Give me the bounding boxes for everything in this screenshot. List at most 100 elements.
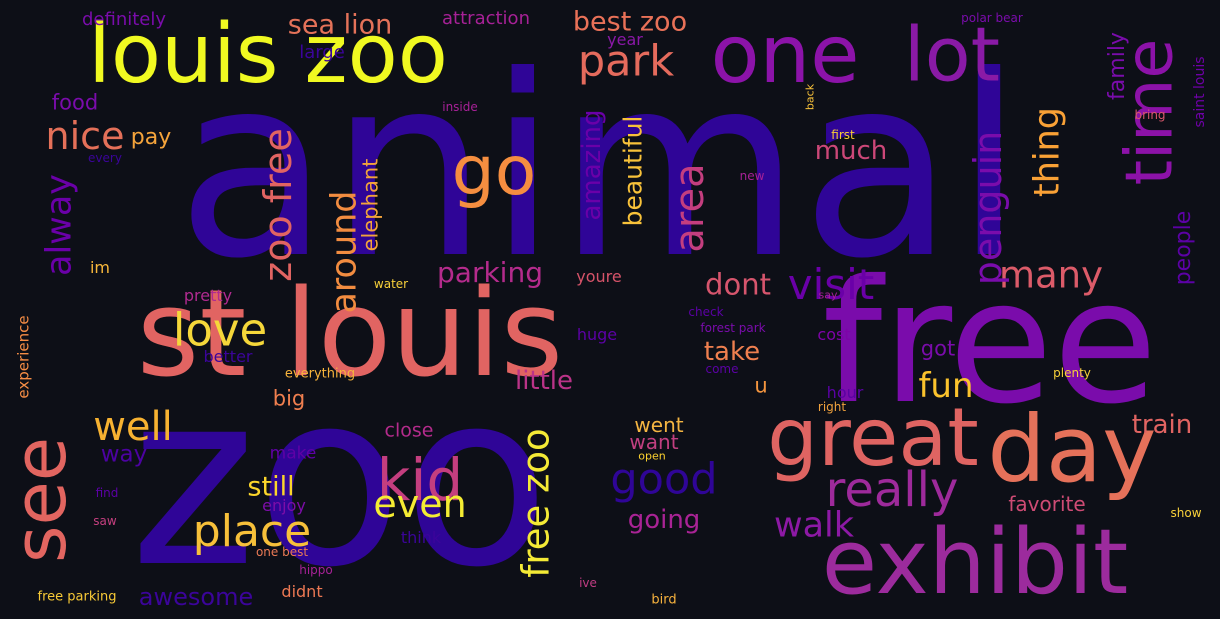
word-want: want — [629, 430, 679, 454]
word-saw: saw — [93, 514, 117, 528]
word-show: show — [1170, 506, 1202, 520]
word-walk: walk — [773, 505, 855, 546]
word-free-zoo: free zoo — [514, 428, 558, 578]
word-visit: visit — [787, 260, 875, 309]
word-pretty: pretty — [183, 286, 233, 305]
word-right: right — [817, 400, 847, 414]
word-favorite: favorite — [1008, 492, 1086, 516]
word-kid: kid — [376, 446, 464, 514]
word-see: see — [0, 436, 82, 564]
word-hour: hour — [826, 383, 864, 402]
word-come: come — [705, 362, 739, 376]
word-big: big — [272, 386, 306, 411]
word-amazing: amazing — [577, 109, 607, 221]
word-way: way — [100, 441, 148, 468]
word-day: day — [987, 396, 1157, 503]
word-year: year — [607, 30, 643, 49]
word-train: train — [1131, 410, 1193, 440]
word-hippo: hippo — [299, 563, 333, 577]
word-zoo-free: zoo free — [256, 128, 300, 282]
word-sea-lion: sea lion — [287, 9, 393, 41]
word-well: well — [93, 404, 173, 450]
word-free: free — [822, 244, 1158, 442]
word-say: say — [818, 288, 838, 302]
word-really: really — [825, 462, 959, 518]
word-food: food — [51, 90, 99, 115]
word-think: think — [400, 528, 442, 547]
word-first: first — [831, 128, 855, 142]
word-cost: cost — [817, 325, 851, 344]
word-large: large — [299, 42, 345, 63]
word-definitely: definitely — [81, 9, 167, 30]
word-louis-zoo: louis zoo — [88, 7, 448, 102]
word-back: back — [803, 83, 817, 111]
word-exhibit: exhibit — [821, 510, 1129, 615]
word-family: family — [1105, 32, 1130, 100]
word-free-parking: free parking — [37, 589, 117, 605]
word-enjoy: enjoy — [262, 496, 306, 515]
word-forest-park: forest park — [700, 321, 766, 335]
word-close: close — [384, 419, 434, 442]
word-every: every — [88, 151, 122, 165]
word-penguin: penguin — [966, 130, 1010, 286]
word-place: place — [192, 506, 312, 557]
word-attraction: attraction — [442, 8, 530, 29]
word-take: take — [703, 337, 761, 367]
word-nice: nice — [45, 114, 125, 158]
word-elephant: elephant — [358, 158, 383, 252]
word-parking: parking — [437, 256, 543, 289]
word-st-louis: st louis — [136, 265, 564, 404]
word-inside: inside — [442, 100, 478, 114]
word-dont: dont — [705, 267, 771, 302]
word-park: park — [577, 36, 675, 87]
word-saint-louis: saint louis — [1192, 56, 1208, 128]
word-around: around — [324, 190, 365, 314]
word-youre: youre — [576, 267, 622, 286]
word-fun: fun — [918, 366, 974, 406]
word-little: little — [514, 366, 574, 396]
word-went: went — [634, 413, 684, 437]
word-one-best: one best — [255, 545, 309, 559]
word-much: much — [814, 136, 888, 166]
word-beautiful: beautiful — [618, 115, 648, 227]
word-experience: experience — [14, 315, 33, 399]
word-huge: huge — [576, 325, 618, 344]
word-even: even — [373, 482, 467, 526]
word-many: many — [998, 253, 1104, 297]
word-bring: bring — [1134, 108, 1166, 122]
word-check: check — [688, 305, 724, 319]
word-good: good — [610, 454, 718, 505]
word-water: water — [373, 277, 409, 291]
word-love: love — [172, 303, 268, 357]
word-find: find — [95, 486, 119, 500]
word-great: great — [767, 391, 979, 484]
word-didnt: didnt — [281, 582, 323, 601]
word-open: open — [638, 449, 666, 463]
word-polar-bear: polar bear — [961, 11, 1023, 25]
word-lot: lot — [903, 10, 1001, 99]
word-ive: ive — [579, 576, 597, 590]
word-zoo: zoo — [130, 340, 550, 619]
word-thing: thing — [1027, 106, 1068, 198]
word-area: area — [667, 163, 713, 253]
word-go: go — [451, 132, 537, 211]
word-still: still — [247, 471, 295, 503]
word-pay: pay — [130, 125, 172, 150]
word-got: got — [920, 336, 956, 361]
word-u: u — [754, 373, 768, 398]
word-animal: animal — [176, 22, 1024, 313]
word-people: people — [1171, 210, 1196, 286]
word-bird: bird — [651, 592, 677, 608]
word-everything: everything — [284, 366, 356, 382]
word-im: im — [89, 258, 111, 277]
word-plenty: plenty — [1053, 366, 1091, 380]
word-one: one — [710, 8, 860, 101]
word-alway: alway — [39, 174, 80, 276]
word-awesome: awesome — [138, 583, 254, 611]
word-make: make — [269, 443, 317, 464]
word-best-zoo: best zoo — [572, 6, 688, 38]
word-new: new — [739, 169, 765, 183]
word-going: going — [627, 505, 701, 535]
word-better: better — [203, 347, 253, 366]
